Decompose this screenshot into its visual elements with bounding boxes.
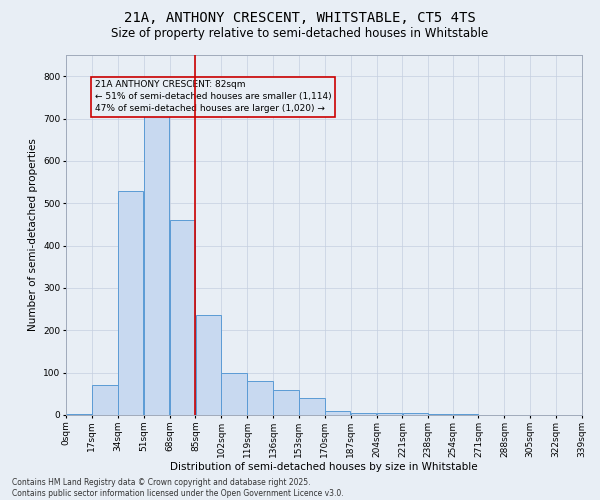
Bar	[403, 413, 428, 415]
Bar	[144, 98, 169, 415]
Text: 21A ANTHONY CRESCENT: 82sqm
← 51% of semi-detached houses are smaller (1,114)
47: 21A ANTHONY CRESCENT: 82sqm ← 51% of sem…	[95, 80, 332, 113]
Bar	[325, 411, 350, 415]
Bar	[273, 390, 299, 415]
Y-axis label: Number of semi-detached properties: Number of semi-detached properties	[28, 138, 38, 332]
Bar	[377, 413, 402, 415]
Bar	[453, 414, 478, 415]
X-axis label: Distribution of semi-detached houses by size in Whitstable: Distribution of semi-detached houses by …	[170, 462, 478, 472]
Bar	[221, 372, 247, 415]
Bar	[92, 386, 118, 415]
Bar	[66, 414, 92, 415]
Text: Size of property relative to semi-detached houses in Whitstable: Size of property relative to semi-detach…	[112, 28, 488, 40]
Bar	[428, 414, 452, 415]
Bar	[247, 381, 273, 415]
Bar	[196, 316, 221, 415]
Bar	[170, 220, 195, 415]
Bar	[351, 413, 376, 415]
Text: 21A, ANTHONY CRESCENT, WHITSTABLE, CT5 4TS: 21A, ANTHONY CRESCENT, WHITSTABLE, CT5 4…	[124, 12, 476, 26]
Bar	[299, 398, 325, 415]
Text: Contains HM Land Registry data © Crown copyright and database right 2025.
Contai: Contains HM Land Registry data © Crown c…	[12, 478, 344, 498]
Bar	[118, 190, 143, 415]
